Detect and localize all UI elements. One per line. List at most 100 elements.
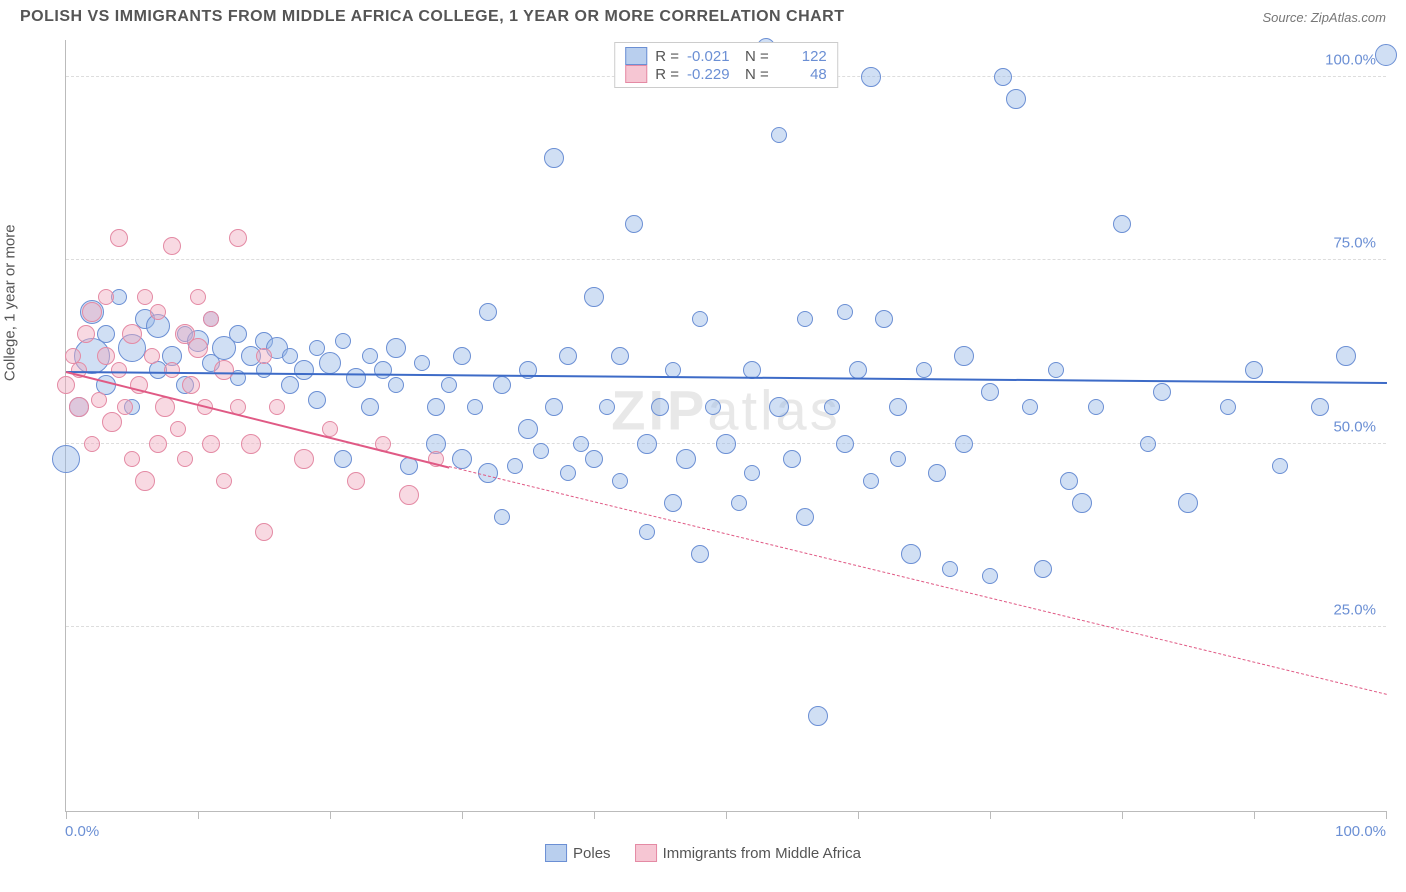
data-point: [97, 325, 115, 343]
data-point: [150, 304, 166, 320]
data-point: [637, 434, 657, 454]
data-point: [1272, 458, 1288, 474]
legend-r-label: R =: [655, 66, 679, 83]
data-point: [308, 391, 326, 409]
data-point: [282, 348, 298, 364]
data-point: [202, 435, 220, 453]
data-point: [664, 494, 682, 512]
x-tick: [990, 811, 991, 819]
data-point: [144, 348, 160, 364]
data-point: [916, 362, 932, 378]
legend-swatch: [635, 844, 657, 862]
data-point: [334, 450, 352, 468]
y-tick-label: 100.0%: [1325, 51, 1376, 68]
data-point: [386, 338, 406, 358]
data-point: [163, 237, 181, 255]
legend-r-value: -0.229: [687, 66, 737, 83]
data-point: [890, 451, 906, 467]
data-point: [1006, 89, 1026, 109]
data-point: [692, 311, 708, 327]
legend-n-label: N =: [745, 66, 769, 83]
data-point: [875, 310, 893, 328]
data-point: [203, 311, 219, 327]
data-point: [110, 229, 128, 247]
data-point: [214, 360, 234, 380]
data-point: [518, 419, 538, 439]
x-tick: [1254, 811, 1255, 819]
y-axis-label: College, 1 year or more: [2, 224, 19, 381]
data-point: [190, 289, 206, 305]
data-point: [362, 348, 378, 364]
data-point: [994, 68, 1012, 86]
data-point: [1245, 361, 1263, 379]
data-point: [399, 485, 419, 505]
data-point: [182, 376, 200, 394]
data-point: [281, 376, 299, 394]
data-point: [57, 376, 75, 394]
data-point: [255, 523, 273, 541]
data-point: [545, 398, 563, 416]
data-point: [177, 451, 193, 467]
data-point: [861, 67, 881, 87]
chart-container: College, 1 year or more ZIPatlas R =-0.0…: [20, 40, 1386, 862]
x-tick: [198, 811, 199, 819]
legend-item: Poles: [545, 844, 611, 862]
data-point: [1153, 383, 1171, 401]
data-point: [982, 568, 998, 584]
y-tick-label: 50.0%: [1333, 418, 1376, 435]
x-tick: [1386, 811, 1387, 819]
legend-n-value: 48: [777, 66, 827, 83]
data-point: [1178, 493, 1198, 513]
data-point: [1113, 215, 1131, 233]
legend-item: Immigrants from Middle Africa: [635, 844, 861, 862]
legend-label: Poles: [573, 845, 611, 862]
data-point: [1034, 560, 1052, 578]
data-point: [808, 706, 828, 726]
data-point: [573, 436, 589, 452]
data-point: [716, 434, 736, 454]
chart-title: POLISH VS IMMIGRANTS FROM MIDDLE AFRICA …: [20, 8, 845, 26]
data-point: [452, 449, 472, 469]
legend-swatch: [625, 65, 647, 83]
data-point: [955, 435, 973, 453]
data-point: [52, 445, 80, 473]
data-point: [1140, 436, 1156, 452]
legend-r-value: -0.021: [687, 48, 737, 65]
data-point: [229, 229, 247, 247]
y-tick-label: 75.0%: [1333, 235, 1376, 252]
data-point: [335, 333, 351, 349]
data-point: [269, 399, 285, 415]
data-point: [837, 304, 853, 320]
data-point: [137, 289, 153, 305]
data-point: [599, 399, 615, 415]
legend-row: R =-0.021N =122: [625, 47, 827, 65]
data-point: [216, 473, 232, 489]
data-point: [388, 377, 404, 393]
data-point: [494, 509, 510, 525]
data-point: [824, 399, 840, 415]
data-point: [294, 360, 314, 380]
data-point: [453, 347, 471, 365]
legend-n-label: N =: [745, 48, 769, 65]
data-point: [256, 362, 272, 378]
data-point: [188, 338, 208, 358]
plot-area: ZIPatlas R =-0.021N =122R =-0.229N =48 2…: [65, 40, 1386, 812]
data-point: [149, 435, 167, 453]
data-point: [928, 464, 946, 482]
data-point: [493, 376, 511, 394]
data-point: [229, 325, 247, 343]
data-point: [797, 311, 813, 327]
data-point: [294, 449, 314, 469]
gridline: [66, 259, 1386, 260]
data-point: [414, 355, 430, 371]
x-tick: [66, 811, 67, 819]
x-tick: [462, 811, 463, 819]
data-point: [256, 348, 272, 364]
data-point: [544, 148, 564, 168]
data-point: [954, 346, 974, 366]
data-point: [651, 398, 669, 416]
data-point: [783, 450, 801, 468]
data-point: [796, 508, 814, 526]
data-point: [1336, 346, 1356, 366]
data-point: [98, 289, 114, 305]
